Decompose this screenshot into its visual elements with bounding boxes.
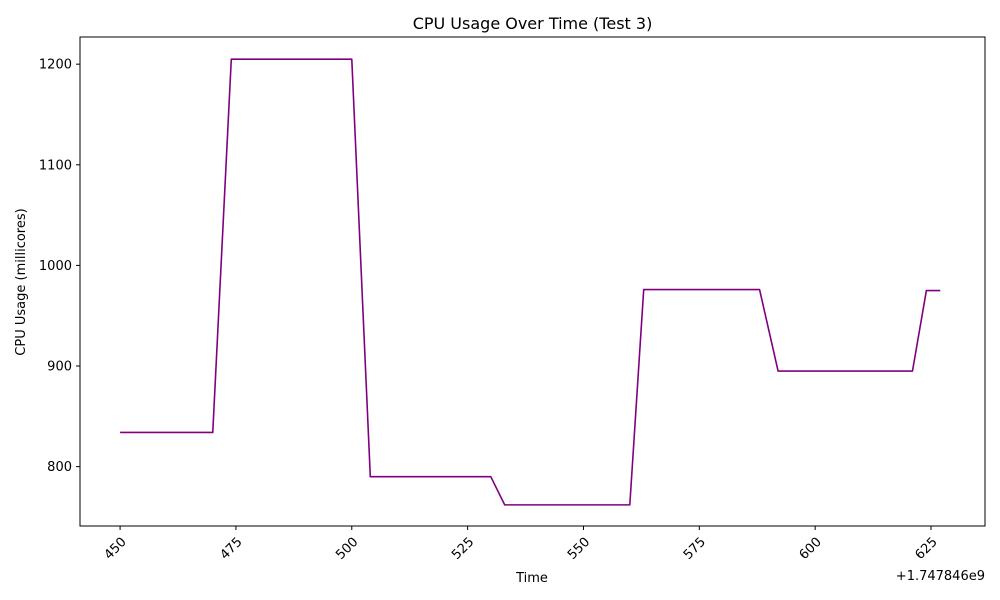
y-tick-label: 800 (47, 460, 72, 475)
x-offset-label: +1.747846e9 (896, 569, 985, 584)
chart-title: CPU Usage Over Time (Test 3) (413, 14, 653, 33)
y-tick-label: 900 (47, 360, 72, 375)
x-axis-title: Time (515, 571, 548, 586)
y-tick-label: 1200 (39, 58, 72, 73)
plot-frame (79, 36, 986, 527)
y-tick-label: 1100 (39, 158, 72, 173)
y-tick-label: 1000 (39, 259, 72, 274)
cpu-usage-series-line (120, 58, 941, 506)
y-axis-title: CPU Usage (millicores) (14, 208, 29, 355)
